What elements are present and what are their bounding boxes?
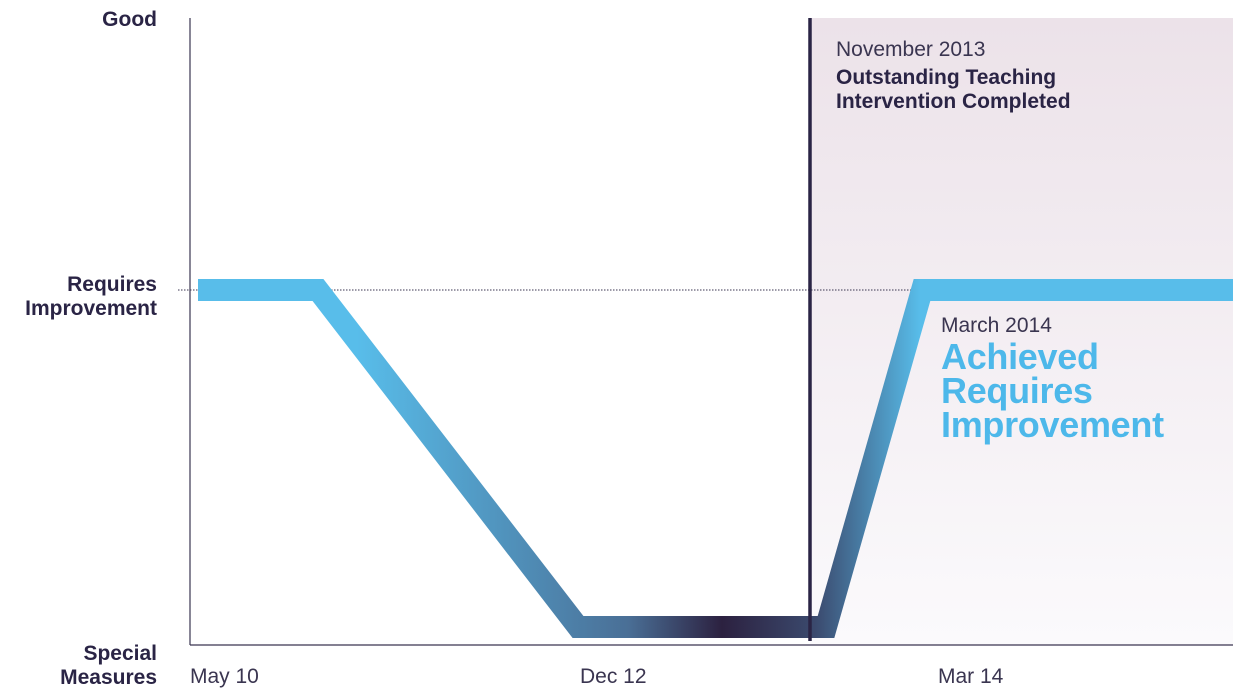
x-tick-label-may-10: May 10 (190, 665, 259, 688)
achievement-title: Achieved Requires Improvement (941, 336, 1164, 445)
x-tick-label-dec-12: Dec 12 (580, 665, 647, 688)
series-line (198, 279, 1233, 638)
post-intervention-shaded-region (810, 18, 1233, 645)
intervention-date-label: November 2013 (836, 38, 986, 61)
intervention-title: Outstanding Teaching Intervention Comple… (836, 66, 1071, 113)
achievement-date-label: March 2014 (941, 314, 1052, 337)
y-tick-label-requires-improvement: Requires Improvement (25, 273, 157, 320)
y-tick-label-good: Good (102, 8, 157, 31)
y-tick-label-special-measures: Special Measures (60, 642, 157, 689)
series-group (198, 279, 1233, 638)
x-tick-label-mar-14: Mar 14 (938, 665, 1004, 688)
